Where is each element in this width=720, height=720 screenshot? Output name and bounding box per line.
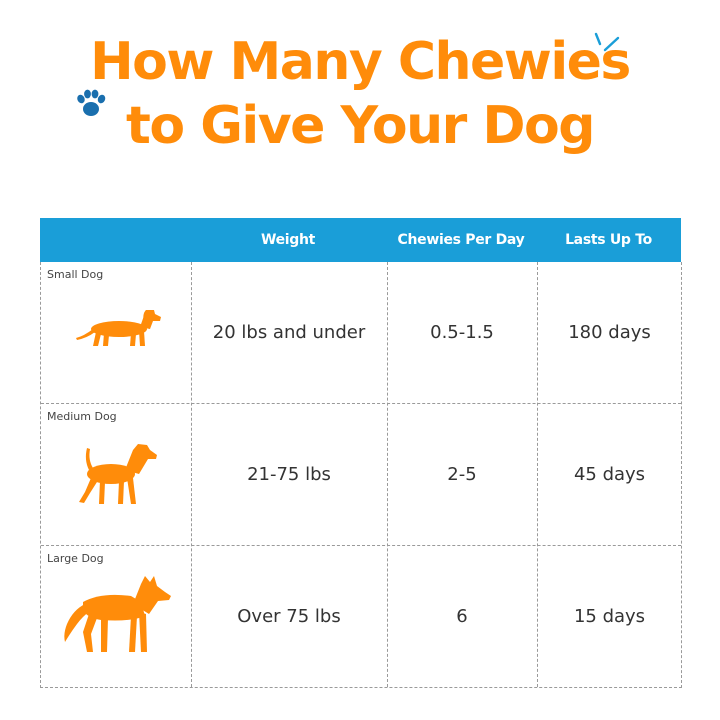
lasts-cell: 180 days <box>568 322 651 343</box>
weight-cell: 20 lbs and under <box>212 322 366 343</box>
table-row-medium-dog: Medium Dog 21-75 lbs 2-5 45 days <box>41 404 681 546</box>
chewies-cell: 0.5-1.5 <box>430 322 494 343</box>
title-line-1: How Many Chewies <box>90 32 631 92</box>
dachshund-icon <box>76 310 161 346</box>
header-size <box>40 218 190 262</box>
paw-print-icon <box>77 89 106 116</box>
weight-cell: 21-75 lbs <box>247 464 331 485</box>
beagle-icon <box>79 444 157 504</box>
size-label: Small Dog <box>47 268 104 281</box>
lasts-cell: 45 days <box>573 464 646 485</box>
title-line-2: to Give Your Dog <box>126 96 595 156</box>
dosage-table: Weight Chewies Per Day Lasts Up To Small… <box>40 218 682 688</box>
page-title: How Many Chewies to Give Your Dog <box>0 30 720 158</box>
weight-cell: Over 75 lbs <box>237 606 341 627</box>
chewies-cell: 2-5 <box>447 464 477 485</box>
row-divider <box>41 545 681 546</box>
table-row-small-dog: Small Dog 20 lbs and under 0.5-1.5 <box>41 262 681 404</box>
husky-icon <box>64 576 171 652</box>
column-divider <box>387 262 388 687</box>
lasts-cell: 15 days <box>573 606 646 627</box>
table-body: Small Dog 20 lbs and under 0.5-1.5 <box>40 262 682 688</box>
size-label: Medium Dog <box>47 410 117 423</box>
column-divider <box>537 262 538 687</box>
header-weight: Weight <box>260 232 316 248</box>
table-row-large-dog: Large Dog Over 75 lbs 6 15 days <box>41 546 681 688</box>
chewies-cell: 6 <box>456 606 468 627</box>
row-divider <box>41 403 681 404</box>
size-label: Large Dog <box>47 552 104 565</box>
header-lasts-up-to: Lasts Up To <box>565 232 652 248</box>
table-header-row: Weight Chewies Per Day Lasts Up To <box>40 218 681 262</box>
sparkle-icon <box>594 32 626 56</box>
header-chewies-per-day: Chewies Per Day <box>397 232 525 248</box>
column-divider <box>191 262 192 687</box>
